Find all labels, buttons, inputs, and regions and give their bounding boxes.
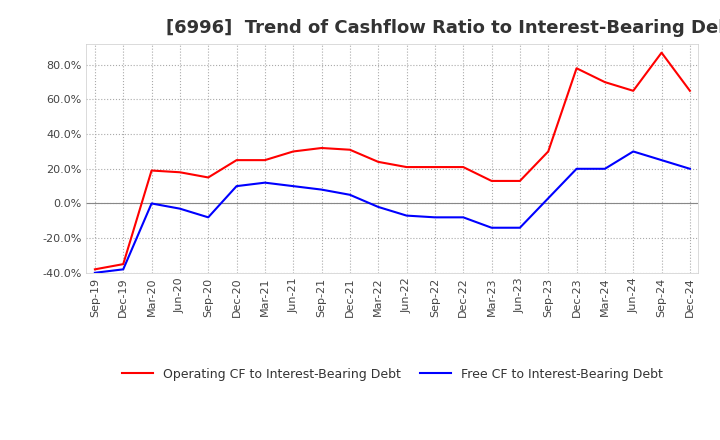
Operating CF to Interest-Bearing Debt [516, 178, 524, 183]
Operating CF to Interest-Bearing Debt [204, 175, 212, 180]
Line: Operating CF to Interest-Bearing Debt: Operating CF to Interest-Bearing Debt [95, 53, 690, 269]
Free CF to Interest-Bearing Debt [119, 267, 127, 272]
Operating CF to Interest-Bearing Debt [119, 261, 127, 267]
Free CF to Interest-Bearing Debt [629, 149, 637, 154]
Operating CF to Interest-Bearing Debt [374, 159, 382, 165]
Operating CF to Interest-Bearing Debt [600, 80, 609, 85]
Line: Free CF to Interest-Bearing Debt: Free CF to Interest-Bearing Debt [95, 151, 690, 273]
Operating CF to Interest-Bearing Debt [176, 170, 184, 175]
Operating CF to Interest-Bearing Debt [487, 178, 496, 183]
Free CF to Interest-Bearing Debt [91, 270, 99, 275]
Operating CF to Interest-Bearing Debt [289, 149, 297, 154]
Operating CF to Interest-Bearing Debt [657, 50, 666, 55]
Free CF to Interest-Bearing Debt [459, 215, 467, 220]
Free CF to Interest-Bearing Debt [657, 158, 666, 163]
Operating CF to Interest-Bearing Debt [572, 66, 581, 71]
Free CF to Interest-Bearing Debt [176, 206, 184, 211]
Operating CF to Interest-Bearing Debt [544, 149, 552, 154]
Operating CF to Interest-Bearing Debt [431, 165, 439, 170]
Operating CF to Interest-Bearing Debt [261, 158, 269, 163]
Free CF to Interest-Bearing Debt [572, 166, 581, 172]
Free CF to Interest-Bearing Debt [261, 180, 269, 185]
Free CF to Interest-Bearing Debt [402, 213, 411, 218]
Free CF to Interest-Bearing Debt [431, 215, 439, 220]
Operating CF to Interest-Bearing Debt [459, 165, 467, 170]
Free CF to Interest-Bearing Debt [233, 183, 241, 189]
Free CF to Interest-Bearing Debt [204, 215, 212, 220]
Legend: Operating CF to Interest-Bearing Debt, Free CF to Interest-Bearing Debt: Operating CF to Interest-Bearing Debt, F… [117, 363, 668, 385]
Free CF to Interest-Bearing Debt [685, 166, 694, 172]
Free CF to Interest-Bearing Debt [346, 192, 354, 198]
Free CF to Interest-Bearing Debt [487, 225, 496, 231]
Operating CF to Interest-Bearing Debt [346, 147, 354, 152]
Free CF to Interest-Bearing Debt [148, 201, 156, 206]
Operating CF to Interest-Bearing Debt [233, 158, 241, 163]
Free CF to Interest-Bearing Debt [374, 204, 382, 209]
Free CF to Interest-Bearing Debt [289, 183, 297, 189]
Operating CF to Interest-Bearing Debt [148, 168, 156, 173]
Operating CF to Interest-Bearing Debt [91, 267, 99, 272]
Operating CF to Interest-Bearing Debt [402, 165, 411, 170]
Free CF to Interest-Bearing Debt [544, 196, 552, 201]
Text: [6996]  Trend of Cashflow Ratio to Interest-Bearing Debt: [6996] Trend of Cashflow Ratio to Intere… [166, 19, 720, 37]
Free CF to Interest-Bearing Debt [318, 187, 326, 192]
Operating CF to Interest-Bearing Debt [629, 88, 637, 93]
Free CF to Interest-Bearing Debt [516, 225, 524, 231]
Operating CF to Interest-Bearing Debt [318, 145, 326, 150]
Operating CF to Interest-Bearing Debt [685, 88, 694, 93]
Free CF to Interest-Bearing Debt [600, 166, 609, 172]
